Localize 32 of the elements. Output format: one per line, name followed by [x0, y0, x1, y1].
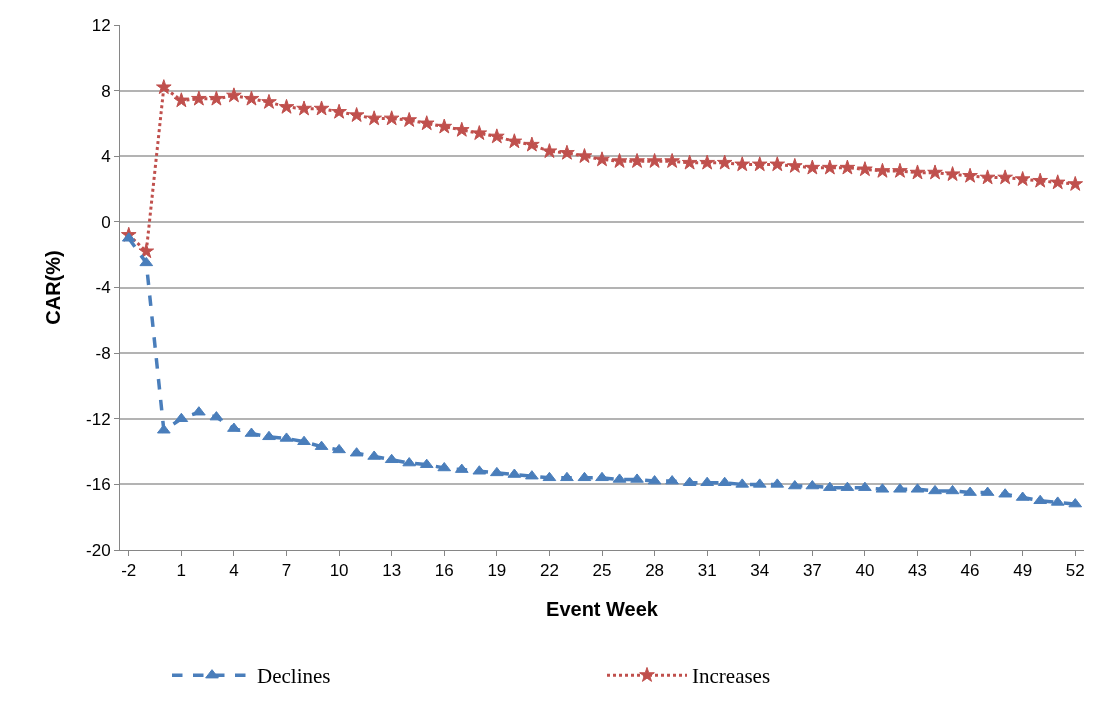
x-tick-label: 46	[960, 561, 980, 581]
x-tick-label: 28	[645, 561, 665, 581]
x-tick-label: 7	[281, 561, 292, 581]
x-tick-label: 40	[855, 561, 875, 581]
y-tick-label: 12	[91, 15, 111, 35]
y-tick-label: 4	[101, 147, 111, 167]
y-tick-label: -4	[95, 278, 111, 298]
x-tick-label: 49	[1013, 561, 1033, 581]
x-tick-label: 37	[802, 561, 822, 581]
x-tick-label: 16	[434, 561, 454, 581]
legend-label: Declines	[257, 664, 331, 689]
y-tick-label: 0	[101, 212, 111, 232]
x-axis-title: Event Week	[546, 597, 659, 620]
x-tick-label: 19	[487, 561, 507, 581]
x-tick-label: 52	[1065, 561, 1085, 581]
y-tick-label: -8	[95, 344, 111, 364]
x-tick-label: 4	[229, 561, 239, 581]
x-tick-label: 1	[176, 561, 187, 581]
y-tick-label: 8	[101, 81, 111, 101]
x-tick-label: 34	[750, 561, 770, 581]
x-tick-label: 22	[539, 561, 559, 581]
y-tick-label: -20	[86, 540, 111, 560]
y-axis-title: CAR(%)	[41, 250, 64, 325]
x-tick-label: 31	[697, 561, 717, 581]
x-tick-label: 13	[382, 561, 402, 581]
y-tick-label: -12	[86, 409, 111, 429]
x-tick-label: 25	[592, 561, 612, 581]
x-tick-label: -2	[121, 561, 137, 581]
x-tick-label: 43	[908, 561, 927, 581]
legend-label: Increases	[692, 664, 771, 689]
y-tick-label: -16	[86, 475, 111, 495]
x-tick-label: 10	[329, 561, 349, 581]
